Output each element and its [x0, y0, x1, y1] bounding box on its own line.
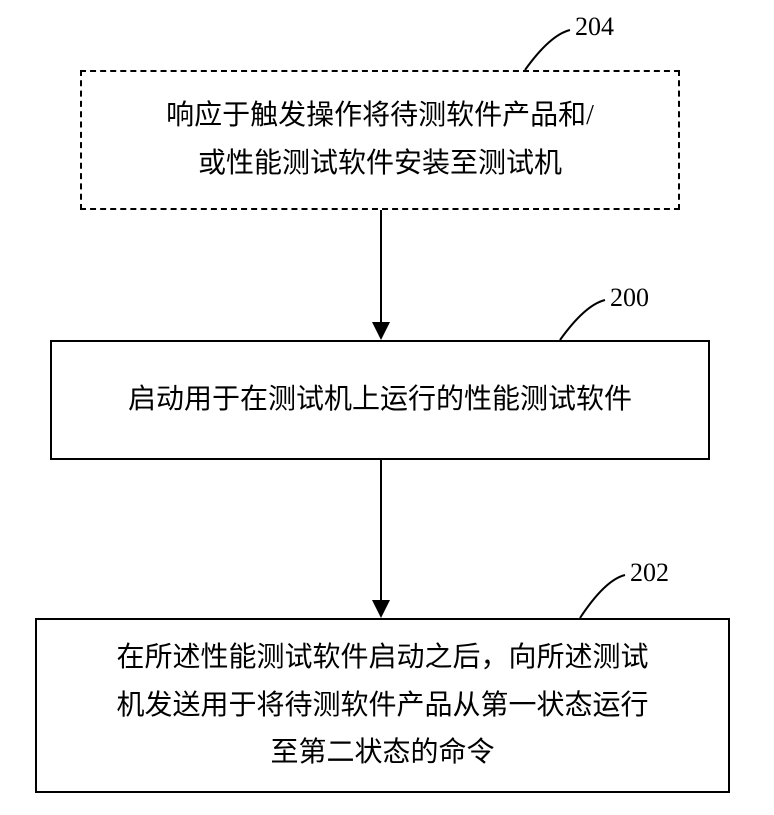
arrow-2 [380, 460, 382, 618]
arrow-2-line [380, 460, 382, 602]
flowchart-canvas: 204 响应于触发操作将待测软件产品和/ 或性能测试软件安装至测试机 200 启… [0, 0, 774, 815]
label-202: 202 [630, 558, 669, 588]
step-202-box: 在所述性能测试软件启动之后，向所述测试 机发送用于将待测软件产品从第一状态运行 … [35, 618, 730, 793]
step-202-text: 在所述性能测试软件启动之后，向所述测试 机发送用于将待测软件产品从第一状态运行 … [116, 634, 648, 777]
leader-line-202 [576, 571, 629, 622]
arrow-2-head [372, 600, 390, 618]
leader-line-200 [556, 296, 609, 344]
step-204-text: 响应于触发操作将待测软件产品和/ 或性能测试软件安装至测试机 [166, 92, 594, 187]
label-200: 200 [610, 283, 649, 313]
label-204: 204 [575, 12, 614, 42]
arrow-1-head [372, 322, 390, 340]
leader-line-204 [521, 26, 574, 74]
step-200-box: 启动用于在测试机上运行的性能测试软件 [50, 340, 710, 460]
arrow-1 [380, 210, 382, 340]
step-200-text: 启动用于在测试机上运行的性能测试软件 [128, 376, 632, 424]
arrow-1-line [380, 210, 382, 324]
step-204-box: 响应于触发操作将待测软件产品和/ 或性能测试软件安装至测试机 [80, 70, 680, 210]
